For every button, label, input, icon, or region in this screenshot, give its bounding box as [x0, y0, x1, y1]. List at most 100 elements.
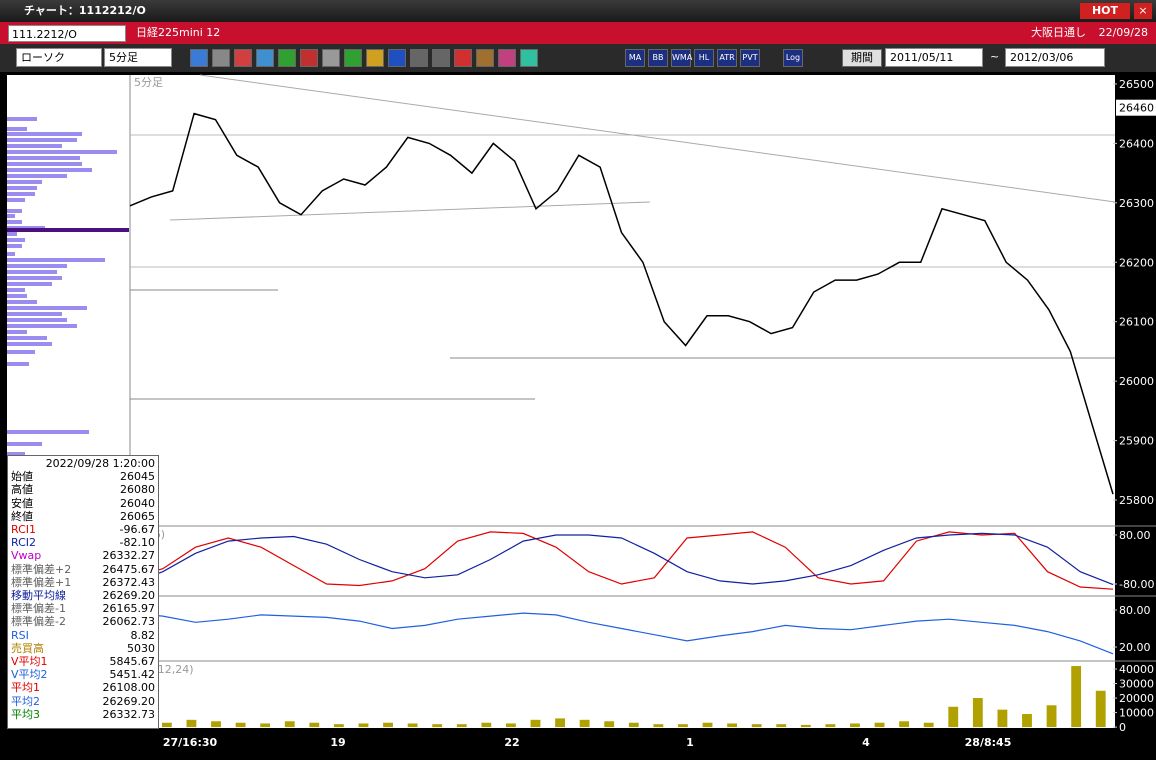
to-date[interactable]: 2012/03/06	[1005, 48, 1105, 67]
y-tick-label: 0	[1119, 721, 1126, 734]
profile-bar	[7, 244, 22, 248]
chart-area: 5分足 26500 26400 26300 26200 26100 26000 25900 25…	[0, 72, 1156, 760]
chart-type-select[interactable]: ローソク	[16, 48, 102, 67]
tool-icon[interactable]	[520, 49, 538, 67]
info-label: 平均2	[11, 694, 40, 708]
tool-icon[interactable]	[498, 49, 516, 67]
interval-select[interactable]: 5分足	[104, 48, 172, 67]
profile-bar	[7, 214, 15, 218]
symbol-code[interactable]: 111.2212/O	[8, 25, 126, 42]
volume-bar	[383, 722, 393, 728]
x-tick-label: 1	[686, 736, 694, 749]
last-price-label: 26460	[1119, 102, 1154, 115]
info-label: RCI2	[11, 536, 37, 550]
info-row: 売買高 5030	[11, 642, 155, 655]
profile-bar	[7, 312, 62, 316]
info-row: 平均1 26108.00	[11, 681, 155, 694]
info-row: RCI1 -96.67	[11, 523, 155, 536]
tool-button[interactable]: PVT	[740, 49, 760, 67]
y-tick-label: 30000	[1119, 678, 1154, 691]
market: 大阪日通し	[1031, 26, 1086, 39]
period-button[interactable]: 期間	[842, 49, 882, 67]
tool-icon[interactable]	[344, 49, 362, 67]
volume-bar	[358, 723, 369, 728]
info-box: 2022/09/28 1:20:00 始値 26045 高値 26080 安値 26040…	[7, 455, 159, 729]
volume-bar	[604, 721, 615, 728]
symbol-name: 日経225mini 12	[136, 26, 221, 39]
profile-bar	[7, 238, 25, 242]
profile-bar	[7, 288, 25, 292]
tool-icon[interactable]	[432, 49, 450, 67]
x-tick-label: 19	[330, 736, 345, 749]
info-value: 26108.00	[102, 681, 156, 695]
info-value: 26040	[120, 496, 155, 510]
x-tick-label: 4	[862, 736, 870, 749]
y-tick-label: 80.00	[1119, 529, 1151, 542]
profile-bar	[7, 452, 25, 456]
info-row: Vwap 26332.27	[11, 549, 155, 562]
tool-button[interactable]: ATR	[717, 49, 737, 67]
volume-bar	[211, 721, 221, 728]
from-date[interactable]: 2011/05/11	[885, 48, 983, 67]
profile-bar	[7, 150, 117, 154]
hot-button[interactable]: HOT	[1080, 3, 1130, 19]
tool-icon[interactable]	[366, 49, 384, 67]
profile-bar	[7, 232, 17, 236]
volume-bar	[997, 709, 1008, 728]
tool-icon[interactable]	[234, 49, 252, 67]
tool-icon[interactable]	[476, 49, 494, 67]
tool-icon[interactable]	[322, 49, 340, 67]
info-label: 売買高	[11, 641, 44, 655]
info-label: 標準偏差-2	[11, 615, 66, 629]
profile-bar	[7, 198, 25, 202]
volume-bar	[628, 722, 639, 728]
tool-icon[interactable]	[256, 49, 274, 67]
profile-bar	[7, 162, 82, 166]
profile-bar	[7, 306, 87, 310]
x-tick-label: 27/16:30	[163, 736, 218, 749]
trend-line	[199, 74, 1116, 203]
info-label: V平均1	[11, 655, 48, 669]
tool-button[interactable]: MA	[625, 49, 645, 67]
tool-icon[interactable]	[212, 49, 230, 67]
profile-bar	[7, 138, 77, 142]
tool-button[interactable]: WMA	[671, 49, 692, 67]
info-label: 平均1	[11, 681, 40, 695]
info-value: 5845.67	[109, 655, 156, 669]
info-row: 移動平均線 26269.20	[11, 589, 155, 602]
volume-bar	[972, 698, 983, 728]
tool-button[interactable]: BB	[648, 49, 668, 67]
info-value: 5451.42	[109, 668, 156, 682]
tool-icon[interactable]	[300, 49, 318, 67]
volume-bar	[530, 719, 541, 728]
volume-bar	[850, 723, 860, 728]
profile-bar	[7, 192, 35, 196]
tool-icon[interactable]	[190, 49, 208, 67]
profile-bar	[7, 276, 62, 280]
tool-icon[interactable]	[388, 49, 406, 67]
info-value: 26475.67	[102, 562, 156, 576]
profile-bar	[7, 144, 62, 148]
info-row: RSI 8.82	[11, 629, 155, 642]
profile-bar	[7, 220, 22, 224]
tool-icon[interactable]	[410, 49, 428, 67]
volume-bar	[579, 719, 590, 728]
tool-button[interactable]: HL	[694, 49, 714, 67]
volume-bar	[309, 722, 320, 728]
close-button[interactable]: ×	[1134, 3, 1152, 19]
profile-bar	[7, 127, 27, 131]
volume-bar	[260, 723, 271, 728]
info-datetime: 2022/09/28 1:20:00	[45, 457, 155, 470]
tool-icon[interactable]	[278, 49, 296, 67]
info-label: V平均2	[11, 668, 48, 682]
profile-bar	[7, 324, 77, 328]
volume-bar	[776, 724, 787, 728]
info-value: 8.82	[130, 628, 156, 642]
tool-button[interactable]: Log	[783, 49, 803, 67]
tool-icon[interactable]	[454, 49, 472, 67]
info-row: 標準偏差+1 26372.43	[11, 576, 155, 589]
plot-background	[7, 75, 1115, 728]
info-label: Vwap	[11, 549, 42, 563]
profile-bar	[7, 282, 52, 286]
y-tick-label: 26500	[1119, 78, 1154, 91]
